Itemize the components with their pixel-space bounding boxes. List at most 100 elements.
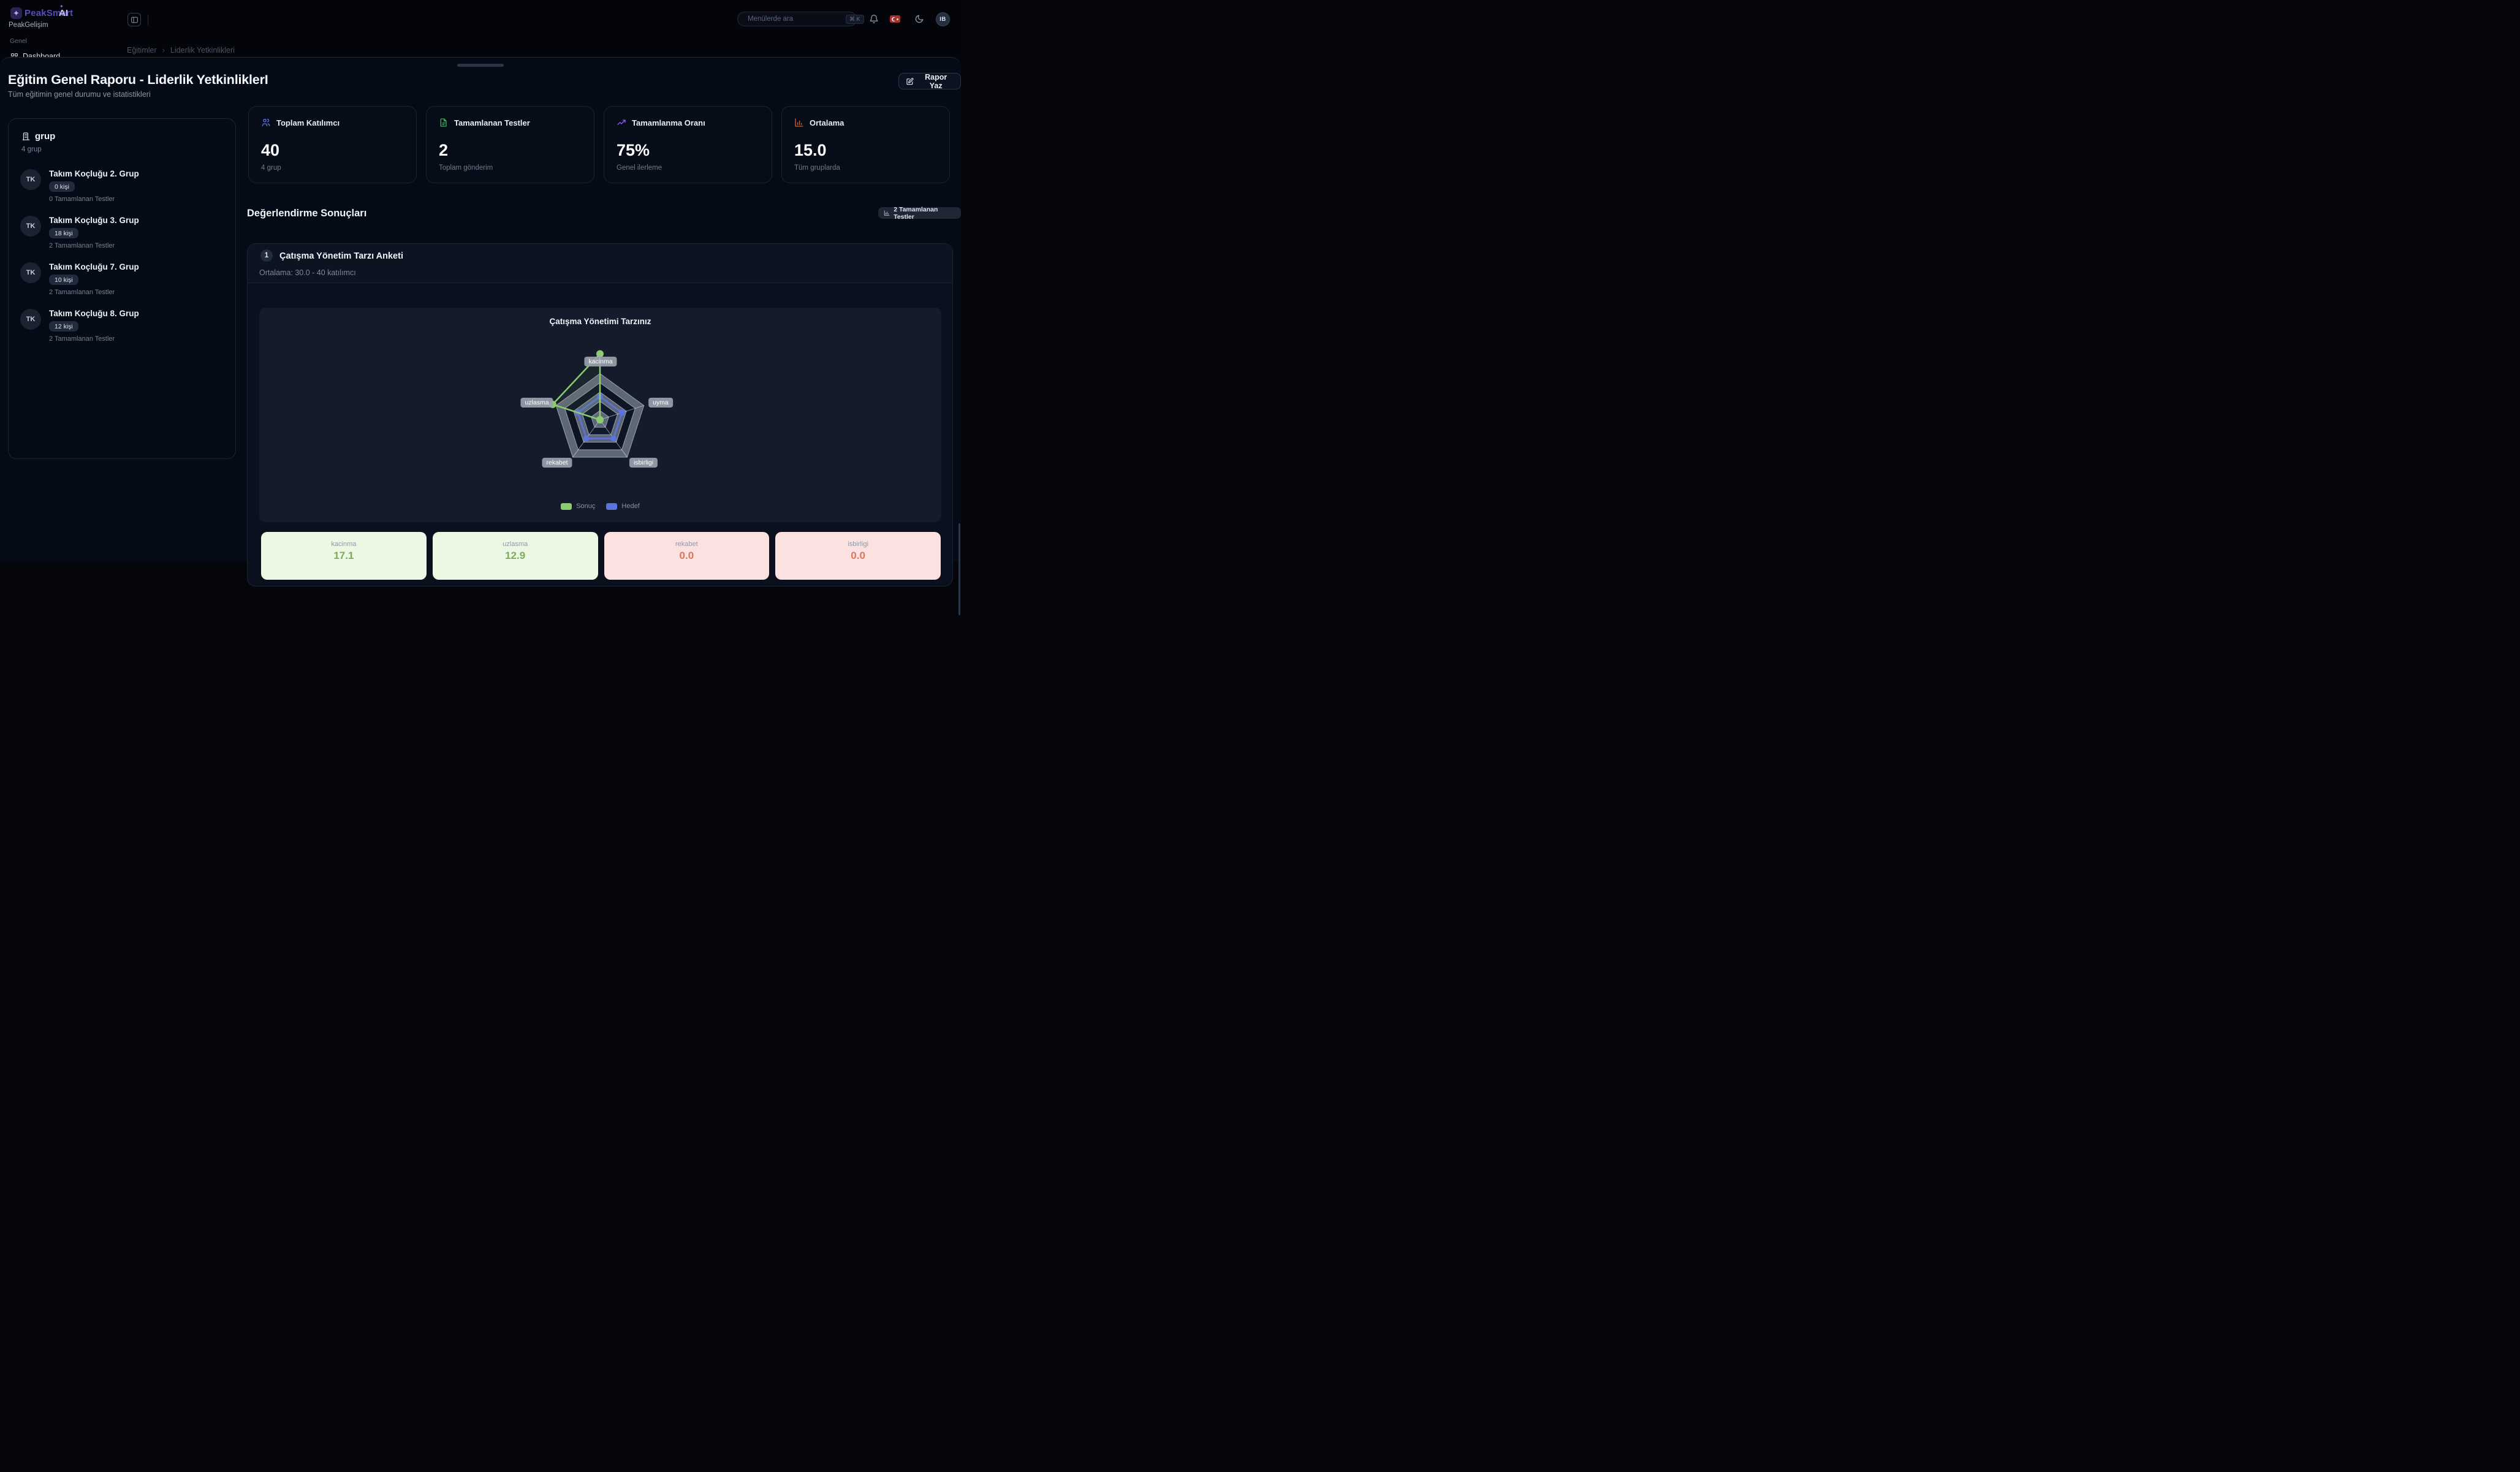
summary-cards-row: kacinma 17.1 uzlasma 12.9 rekabet 0.0 isbirlig… <box>261 532 941 580</box>
stat-sublabel: 4 grup <box>261 164 281 172</box>
summary-card-kacinma: kacinma 17.1 <box>261 532 427 580</box>
stat-card: Ortalama 15.0 Tüm gruplarda <box>781 106 950 183</box>
legend-item-Sonuç: Sonuç <box>561 503 595 510</box>
group-name: Takım Koçluğu 2. Grup <box>49 169 139 178</box>
scrollbar-thumb[interactable] <box>958 523 960 615</box>
group-tests-label: 0 Tamamlanan Testler <box>49 195 115 203</box>
trend-icon <box>617 120 626 125</box>
stat-value: 15.0 <box>794 141 827 159</box>
stat-label: Tamamlanan Testler <box>454 118 530 127</box>
group-name: Takım Koçluğu 3. Grup <box>49 216 139 225</box>
panel-toggle-icon <box>131 17 138 23</box>
stat-label: Tamamlanma Oranı <box>632 118 705 127</box>
chevron-right-icon: › <box>162 45 165 55</box>
summary-value: 0.0 <box>851 550 865 561</box>
axis-label-rekabet: rekabet <box>542 458 572 468</box>
summary-card-uzlasma: uzlasma 12.9 <box>432 532 598 580</box>
stat-value: 75% <box>617 141 650 159</box>
group-avatar: TK <box>20 309 41 330</box>
summary-label: uzlasma <box>503 541 528 548</box>
radar-chart <box>548 350 645 458</box>
summary-label: rekabet <box>675 541 698 548</box>
breadcrumb: Eğitimler › Liderlik Yetkinlikleri <box>127 45 235 55</box>
groups-panel-title: grup <box>35 131 56 142</box>
legend-item-Hedef: Hedef <box>606 503 640 510</box>
group-name: Takım Koçluğu 8. Grup <box>49 309 139 318</box>
search-shortcut-badge: ⌘ K <box>846 14 864 24</box>
stat-sublabel: Genel ilerleme <box>617 164 662 172</box>
group-avatar: TK <box>20 169 41 190</box>
group-list-item[interactable]: TK Takım Koçluğu 7. Grup 10 kişi 2 Tamamlan… <box>20 262 224 296</box>
sheet-drag-handle[interactable] <box>457 64 504 67</box>
chart-legend: Sonuç Hedef <box>259 503 941 510</box>
stat-label: Ortalama <box>810 118 844 127</box>
group-size-badge: 10 kişi <box>49 275 78 285</box>
survey-results-panel: 1 Çatışma Yönetim Tarzı Anketi Ortalama:… <box>247 243 953 586</box>
stat-sublabel: Toplam gönderim <box>439 164 493 172</box>
axis-label-kacinma: kacinma <box>584 357 617 366</box>
completed-tests-badge: 2 Tamamlanan Testler <box>878 206 961 221</box>
sidebar-section-label: Genel <box>10 37 28 45</box>
users-icon <box>262 118 270 126</box>
panel-toggle-button[interactable] <box>127 13 141 26</box>
chart-title: Çatışma Yönetimi Tarzınız <box>549 317 651 326</box>
modal-title: Eğitim Genel Raporu - Liderlik Yetkinlik… <box>8 72 268 87</box>
sparkle-icon: ✦ <box>59 4 64 9</box>
group-list-item[interactable]: TK Takım Koçluğu 3. Grup 18 kişi 2 Tamamlan… <box>20 216 224 249</box>
brand-name: PeakSmart <box>25 8 74 18</box>
legend-swatch <box>606 503 618 510</box>
summary-value: 17.1 <box>333 550 354 561</box>
turkish-flag-icon[interactable] <box>890 15 900 23</box>
group-name: Takım Koçluğu 7. Grup <box>49 262 139 271</box>
edit-icon <box>906 77 914 85</box>
stat-card: Tamamlanma Oranı 75% Genel ilerleme <box>604 106 772 183</box>
survey-subtitle: Ortalama: 30.0 - 40 katılımcı <box>259 268 356 277</box>
groups-panel-subtitle: 4 grup <box>21 146 42 153</box>
barchart-icon <box>795 118 803 127</box>
report-modal: Eğitim Genel Raporu - Liderlik Yetkinlik… <box>0 57 961 615</box>
survey-index-badge: 1 <box>260 249 273 262</box>
stat-sublabel: Tüm gruplarda <box>794 164 840 172</box>
brand-suffix: AI <box>59 8 68 18</box>
group-size-badge: 18 kişi <box>49 228 78 238</box>
group-avatar: TK <box>20 216 41 237</box>
survey-title: Çatışma Yönetim Tarzı Anketi <box>279 251 403 261</box>
breadcrumb-item-egitimler[interactable]: Eğitimler <box>127 45 157 55</box>
survey-item-header[interactable]: 1 Çatışma Yönetim Tarzı Anketi Ortalama:… <box>248 244 952 283</box>
group-list-item[interactable]: TK Takım Koçluğu 2. Grup 0 kişi 0 Tamamlana… <box>20 169 224 203</box>
org-name: PeakGelişim <box>9 21 48 29</box>
group-tests-label: 2 Tamamlanan Testler <box>49 335 115 343</box>
stat-card: Tamamlanan Testler 2 Toplam gönderim <box>426 106 594 183</box>
document-icon <box>440 118 447 127</box>
legend-swatch <box>561 503 572 510</box>
modal-subtitle: Tüm eğitimin genel durumu ve istatistikl… <box>8 90 151 99</box>
bell-icon[interactable] <box>869 14 879 24</box>
stat-value: 40 <box>261 141 280 159</box>
groups-panel: grup 4 grup TK Takım Koçluğu 2. Grup 0 kiş… <box>8 118 236 459</box>
radar-chart-card: Çatışma Yönetimi Tarzınız kacinma uyma isb… <box>259 308 941 522</box>
stat-value: 2 <box>439 141 449 159</box>
group-tests-label: 2 Tamamlanan Testler <box>49 242 115 249</box>
global-search[interactable]: ⌘ K <box>737 12 864 26</box>
summary-card-rekabet: rekabet 0.0 <box>604 532 770 580</box>
search-input[interactable] <box>748 15 842 23</box>
summary-label: isbirligi <box>848 541 868 548</box>
axis-label-uzlasma: uzlasma <box>520 398 553 408</box>
user-avatar[interactable]: IB <box>936 12 950 26</box>
barchart-icon <box>884 210 890 216</box>
building-icon <box>22 132 30 140</box>
stats-row: Toplam Katılımcı 40 4 grup Tamamlanan Testl… <box>248 106 950 183</box>
group-avatar: TK <box>20 262 41 283</box>
axis-label-uyma: uyma <box>648 398 673 408</box>
group-list-item[interactable]: TK Takım Koçluğu 8. Grup 12 kişi 2 Tamamlan… <box>20 309 224 343</box>
axis-label-isbirligi: isbirligi <box>629 458 658 468</box>
group-tests-label: 2 Tamamlanan Testler <box>49 289 115 296</box>
results-section-title: Değerlendirme Sonuçları <box>247 208 367 219</box>
group-size-badge: 0 kişi <box>49 181 75 192</box>
stat-card: Toplam Katılımcı 40 4 grup <box>248 106 417 183</box>
group-size-badge: 12 kişi <box>49 321 78 332</box>
summary-label: kacinma <box>331 541 357 548</box>
write-report-button[interactable]: Rapor Yaz <box>898 73 961 90</box>
breadcrumb-item-current[interactable]: Liderlik Yetkinlikleri <box>170 45 235 55</box>
moon-icon[interactable] <box>914 14 924 24</box>
